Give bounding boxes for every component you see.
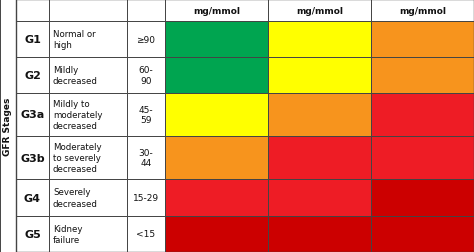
Text: mg/mmol: mg/mmol (193, 7, 240, 15)
Text: ≥90: ≥90 (137, 35, 155, 44)
Bar (16, 179, 49, 216)
Text: G3b: G3b (20, 153, 45, 163)
Text: G1: G1 (24, 35, 41, 45)
Bar (49, 0, 127, 22)
Bar (268, 94, 371, 137)
Text: Mildly to
moderately
decreased: Mildly to moderately decreased (53, 100, 102, 131)
Text: 30-
44: 30- 44 (138, 148, 154, 168)
Bar (371, 22, 474, 58)
Text: G4: G4 (24, 193, 41, 203)
Bar (127, 216, 165, 252)
Bar (268, 22, 371, 58)
Bar (16, 216, 49, 252)
Text: G2: G2 (24, 71, 41, 81)
Text: mg/mmol: mg/mmol (296, 7, 343, 15)
Bar (127, 94, 165, 137)
Bar (268, 137, 371, 179)
Bar (371, 0, 474, 22)
Bar (268, 0, 371, 22)
Bar (49, 137, 127, 179)
Bar (371, 179, 474, 216)
Text: Mildly
decreased: Mildly decreased (53, 66, 98, 86)
Bar (165, 94, 268, 137)
Text: G5: G5 (24, 229, 41, 239)
Text: 60-
90: 60- 90 (138, 66, 154, 85)
Bar (165, 0, 268, 22)
Text: 15-29: 15-29 (133, 193, 159, 202)
Bar (127, 22, 165, 58)
Text: GFR Stages: GFR Stages (3, 97, 12, 155)
Text: mg/mmol: mg/mmol (399, 7, 446, 15)
Bar (127, 179, 165, 216)
Bar (127, 0, 165, 22)
Bar (165, 137, 268, 179)
Bar (371, 216, 474, 252)
Bar (268, 58, 371, 94)
Bar (16, 58, 49, 94)
Text: 45-
59: 45- 59 (139, 105, 153, 125)
Bar (0, 0, 16, 252)
Text: Normal or
high: Normal or high (53, 30, 96, 50)
Bar (49, 94, 127, 137)
Bar (165, 22, 268, 58)
Bar (371, 58, 474, 94)
Text: Severely
decreased: Severely decreased (53, 188, 98, 208)
Bar (16, 0, 49, 22)
Bar (49, 216, 127, 252)
Bar (49, 179, 127, 216)
Bar (16, 137, 49, 179)
Bar (165, 179, 268, 216)
Text: Kidney
failure: Kidney failure (53, 224, 82, 244)
Text: <15: <15 (137, 230, 155, 239)
Bar (16, 22, 49, 58)
Bar (371, 137, 474, 179)
Bar (49, 58, 127, 94)
Bar (16, 94, 49, 137)
Bar (127, 137, 165, 179)
Text: Moderately
to severely
decreased: Moderately to severely decreased (53, 142, 101, 173)
Bar (268, 216, 371, 252)
Bar (371, 94, 474, 137)
Bar (165, 216, 268, 252)
Bar (165, 58, 268, 94)
Text: G3a: G3a (20, 110, 45, 120)
Bar (268, 179, 371, 216)
Bar (127, 58, 165, 94)
Bar (49, 22, 127, 58)
